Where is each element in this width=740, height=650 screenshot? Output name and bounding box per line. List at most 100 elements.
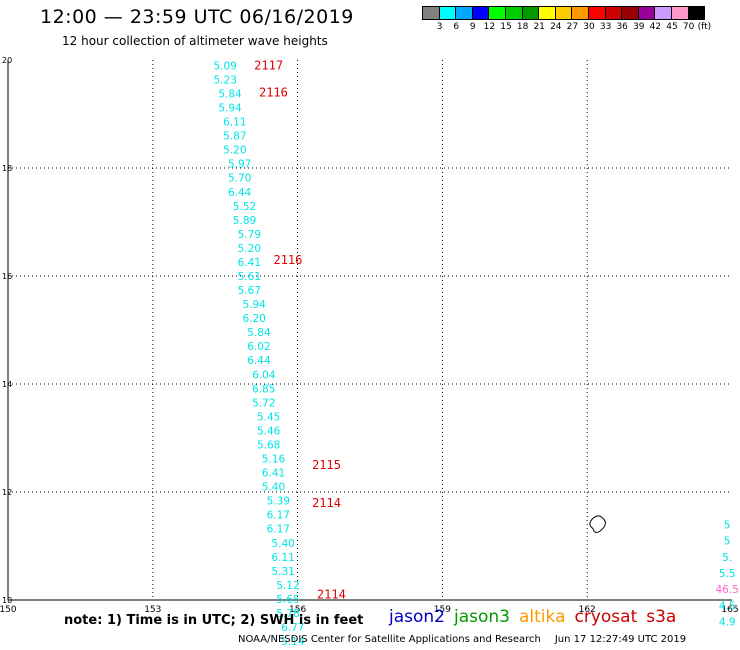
satellite-legend: jason2 jason3 altika cryosat s3a	[389, 607, 685, 627]
wave-height-value: 5.12	[276, 580, 299, 592]
color-scale-label: 6	[453, 22, 460, 32]
wave-height-value: 5.84	[218, 88, 242, 100]
wave-height-value: 5.94	[218, 103, 242, 115]
y-tick-label: 20	[2, 56, 12, 65]
color-scale-label: 9	[469, 22, 476, 32]
y-tick-label: 14	[2, 380, 12, 389]
wave-height-value: 6.20	[242, 313, 265, 325]
color-scale-cell	[687, 6, 706, 20]
y-tick-label: 16	[2, 272, 12, 281]
wave-height-value: 5.89	[233, 215, 256, 227]
x-tick-label: 156	[289, 605, 306, 615]
wave-height-value: 5.87	[223, 131, 246, 143]
color-scale-label: 45	[666, 22, 678, 32]
wave-height-value: 6.04	[252, 369, 276, 381]
color-scale-label: 33	[599, 22, 612, 32]
wave-height-value: 4.5	[719, 600, 736, 612]
legend-item: altika	[519, 607, 566, 627]
wave-height-value: 5	[724, 536, 731, 548]
legend-item: jason2	[389, 607, 445, 627]
wave-height-value: 6.44	[228, 187, 252, 199]
credit-text: NOAA/NESDIS Center for Satellite Applica…	[238, 634, 541, 645]
wave-height-value: 5.39	[267, 496, 290, 508]
x-tick-label: 153	[144, 605, 161, 615]
footnote: note: 1) Time is in UTC; 2) SWH is in fe…	[64, 613, 364, 628]
color-scale-label: 12	[483, 22, 496, 32]
track-label: 2114	[312, 496, 341, 510]
wave-height-value: 6.17	[267, 524, 290, 536]
color-scale-label: 39	[633, 22, 645, 32]
wave-height-value: 6.41	[262, 468, 285, 480]
track-label: 2116	[259, 85, 288, 99]
chart-subtitle: 12 hour collection of altimeter wave hei…	[62, 34, 328, 48]
color-scale-label: 15	[500, 22, 512, 32]
wave-height-value: 5.40	[262, 482, 285, 494]
wave-height-value: 5.09	[214, 60, 237, 72]
wave-height-value: 5.68	[257, 439, 280, 451]
color-scale-label: 70	[682, 22, 695, 32]
color-scale-label: 21	[533, 22, 545, 32]
wave-height-value: 5.97	[228, 159, 251, 171]
wave-height-value: 5.20	[223, 145, 246, 157]
color-scale-label: 42	[649, 22, 662, 32]
wave-height-value: 5.78	[276, 608, 299, 620]
y-tick-label: 12	[2, 488, 12, 497]
wave-height-value: 6.41	[238, 257, 261, 269]
wave-height-value: 5.31	[271, 566, 294, 578]
wave-height-value: 5.79	[238, 229, 261, 241]
legend-item: jason3	[454, 607, 510, 627]
y-tick-label: 10	[2, 596, 12, 605]
wave-height-value: 6.02	[247, 341, 270, 353]
wave-height-value: 5.16	[262, 454, 286, 466]
wave-height-value: 5.5	[719, 568, 736, 580]
track-label: 2114	[317, 588, 346, 602]
color-scale-labels: 3 6 9 12 15 18 21 24 27 30 33 36 39 42 45 70 (ft)	[422, 22, 740, 34]
legend-item: cryosat	[574, 607, 638, 627]
timestamp: Jun 17 12:27:49 UTC 2019	[554, 634, 687, 645]
color-scale-label: 36	[616, 22, 628, 32]
legend-item: s3a	[646, 607, 677, 627]
wave-height-value: 46.5	[715, 584, 738, 596]
color-scale-unit: (ft)	[697, 22, 712, 32]
track-label: 2117	[254, 58, 283, 72]
wave-height-value: 5.	[722, 552, 732, 564]
wave-height-value: 5.84	[247, 327, 271, 339]
credit-line: NOAA/NESDIS Center for Satellite Applica…	[238, 634, 686, 645]
wave-height-value: 6.44	[247, 355, 271, 367]
wave-height-value: 5.67	[238, 285, 261, 297]
wave-height-value: 4.9	[719, 617, 736, 629]
wave-height-value: 5.70	[228, 173, 251, 185]
wave-height-value: 6.85	[252, 383, 275, 395]
color-scale-label: 27	[566, 22, 579, 32]
wave-height-value: 5.61	[238, 271, 261, 283]
wave-height-value: 6.11	[271, 552, 294, 564]
wave-height-value: 5.45	[257, 411, 280, 423]
color-scale-label: 3	[436, 22, 443, 32]
island-outline	[589, 515, 606, 533]
wave-height-value: 5.72	[252, 397, 275, 409]
color-scale-label: 30	[583, 22, 595, 32]
wave-height-value: 5.23	[214, 74, 237, 86]
wave-height-value: 5	[724, 519, 731, 531]
chart-title: 12:00 — 23:59 UTC 06/16/2019	[40, 6, 354, 28]
color-scale-label: 18	[516, 22, 529, 32]
track-label: 2116	[273, 253, 302, 267]
track-label: 2115	[312, 458, 341, 472]
x-tick-label: 165	[721, 605, 738, 615]
wave-height-value: 5.94	[242, 299, 266, 311]
wave-height-value: 6.11	[223, 117, 246, 129]
wave-height-value: 5.52	[233, 201, 256, 213]
wave-height-value: 5.20	[238, 243, 261, 255]
wave-height-value: 5.40	[271, 538, 294, 550]
x-tick-label: 162	[579, 605, 596, 615]
color-scale-label: 24	[550, 22, 562, 32]
x-tick-label: 150	[0, 605, 17, 615]
x-tick-label: 159	[434, 605, 451, 615]
color-scale-bar	[422, 6, 706, 20]
y-tick-label: 18	[2, 164, 12, 173]
wave-height-value: 5.14	[281, 636, 305, 648]
wave-height-value: 5.46	[257, 425, 281, 437]
wave-height-value: 6.77	[281, 622, 304, 634]
wave-height-value: 5.65	[276, 594, 299, 606]
